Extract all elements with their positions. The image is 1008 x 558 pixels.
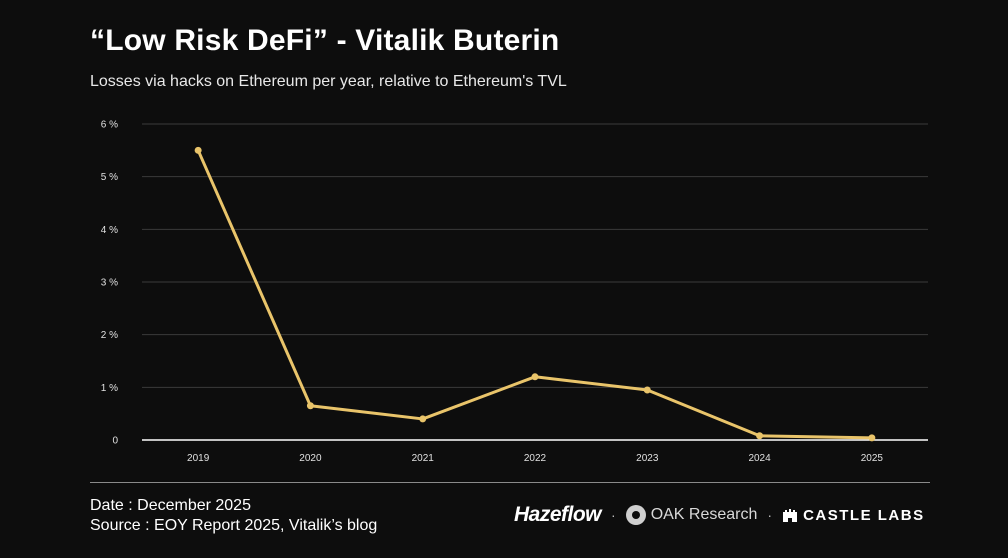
castle-labs-logo: CASTLE LABS xyxy=(782,507,925,524)
data-point-2022 xyxy=(531,373,539,381)
separator-dot: · xyxy=(611,507,616,523)
data-point-2024 xyxy=(756,432,764,440)
line-chart: 0 1 % 2 % 3 % 4 % 5 % 6 % 2019 2020 2021 2022 2023 2… xyxy=(101,120,928,464)
series-line xyxy=(196,148,874,440)
oak-icon xyxy=(625,505,646,525)
x-tick-label: 2024 xyxy=(748,453,771,464)
data-point-2019 xyxy=(194,146,202,154)
oak-research-label: OAK Research xyxy=(650,506,758,523)
x-tick-label: 2023 xyxy=(636,453,659,464)
castle-icon xyxy=(783,509,798,522)
hazeflow-logo: Hazeflow xyxy=(514,503,602,526)
x-tick-label: 2021 xyxy=(412,453,435,464)
data-point-2021 xyxy=(419,415,427,423)
y-tick-label: 4 % xyxy=(101,225,118,236)
y-tick-label: 1 % xyxy=(101,383,118,394)
y-tick-label: 0 xyxy=(112,436,118,447)
y-tick-label: 5 % xyxy=(101,172,118,183)
footer-divider xyxy=(90,482,930,483)
x-tick-label: 2022 xyxy=(524,453,547,464)
footer-source: Source : EOY Report 2025, Vitalik’s blog xyxy=(90,517,378,534)
separator-dot: · xyxy=(767,507,773,523)
y-tick-label: 3 % xyxy=(101,278,118,289)
footer-date: Date : December 2025 xyxy=(90,497,251,514)
y-tick-label: 6 % xyxy=(101,120,118,131)
data-point-2020 xyxy=(306,402,314,410)
x-tick-label: 2020 xyxy=(299,453,322,464)
data-point-2023 xyxy=(643,386,651,394)
chart-subtitle: Losses via hacks on Ethereum per year, r… xyxy=(90,73,567,90)
x-tick-label: 2019 xyxy=(187,453,210,464)
chart-title: “Low Risk DeFi” - Vitalik Buterin xyxy=(90,24,560,57)
x-tick-label: 2025 xyxy=(861,453,884,464)
y-tick-label: 2 % xyxy=(101,330,118,341)
footer-info: Date : December 2025 Source : EOY Report… xyxy=(90,496,377,536)
data-point-2025 xyxy=(868,434,876,442)
castle-labs-label: CASTLE LABS xyxy=(803,506,925,524)
oak-research-logo: OAK Research xyxy=(625,505,758,525)
footer-brands: Hazeflow · OAK Research · CASTLE LABS xyxy=(514,500,925,530)
